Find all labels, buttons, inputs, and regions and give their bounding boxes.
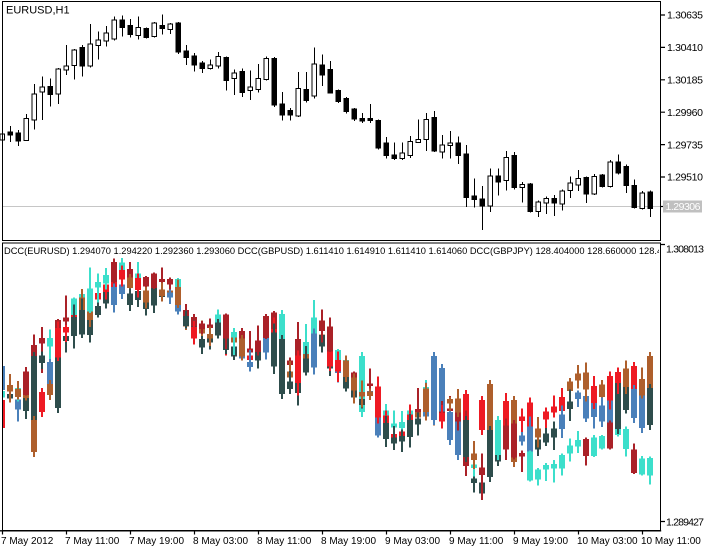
svg-text:7 May 11:00: 7 May 11:00: [65, 536, 120, 547]
svg-text:1.29735: 1.29735: [667, 139, 703, 151]
svg-text:9 May 11:00: 9 May 11:00: [449, 536, 504, 547]
svg-text:1.29960: 1.29960: [667, 107, 703, 119]
svg-text:10 May 03:00: 10 May 03:00: [577, 536, 638, 547]
svg-text:7 May 2012: 7 May 2012: [1, 536, 54, 547]
svg-text:1.30185: 1.30185: [667, 75, 703, 87]
svg-text:8 May 19:00: 8 May 19:00: [321, 536, 376, 547]
svg-text:1.29510: 1.29510: [667, 172, 703, 184]
svg-text:7 May 19:00: 7 May 19:00: [129, 536, 184, 547]
svg-text:9 May 03:00: 9 May 03:00: [385, 536, 440, 547]
svg-text:1.289427: 1.289427: [666, 517, 704, 529]
svg-text:1.29306: 1.29306: [666, 201, 701, 213]
svg-text:DCC(EURUSD) 1.294070 1.294220: DCC(EURUSD) 1.294070 1.294220 1.292360 1…: [4, 246, 688, 256]
svg-text:1.30410: 1.30410: [667, 42, 703, 54]
svg-text:8 May 11:00: 8 May 11:00: [257, 536, 312, 547]
svg-text:EURUSD,H1: EURUSD,H1: [6, 5, 70, 17]
svg-text:10 May 11:00: 10 May 11:00: [641, 536, 701, 547]
svg-text:9 May 19:00: 9 May 19:00: [513, 536, 568, 547]
svg-text:1.308013: 1.308013: [666, 244, 704, 256]
svg-text:1.30635: 1.30635: [667, 10, 703, 22]
svg-text:8 May 03:00: 8 May 03:00: [193, 536, 248, 547]
